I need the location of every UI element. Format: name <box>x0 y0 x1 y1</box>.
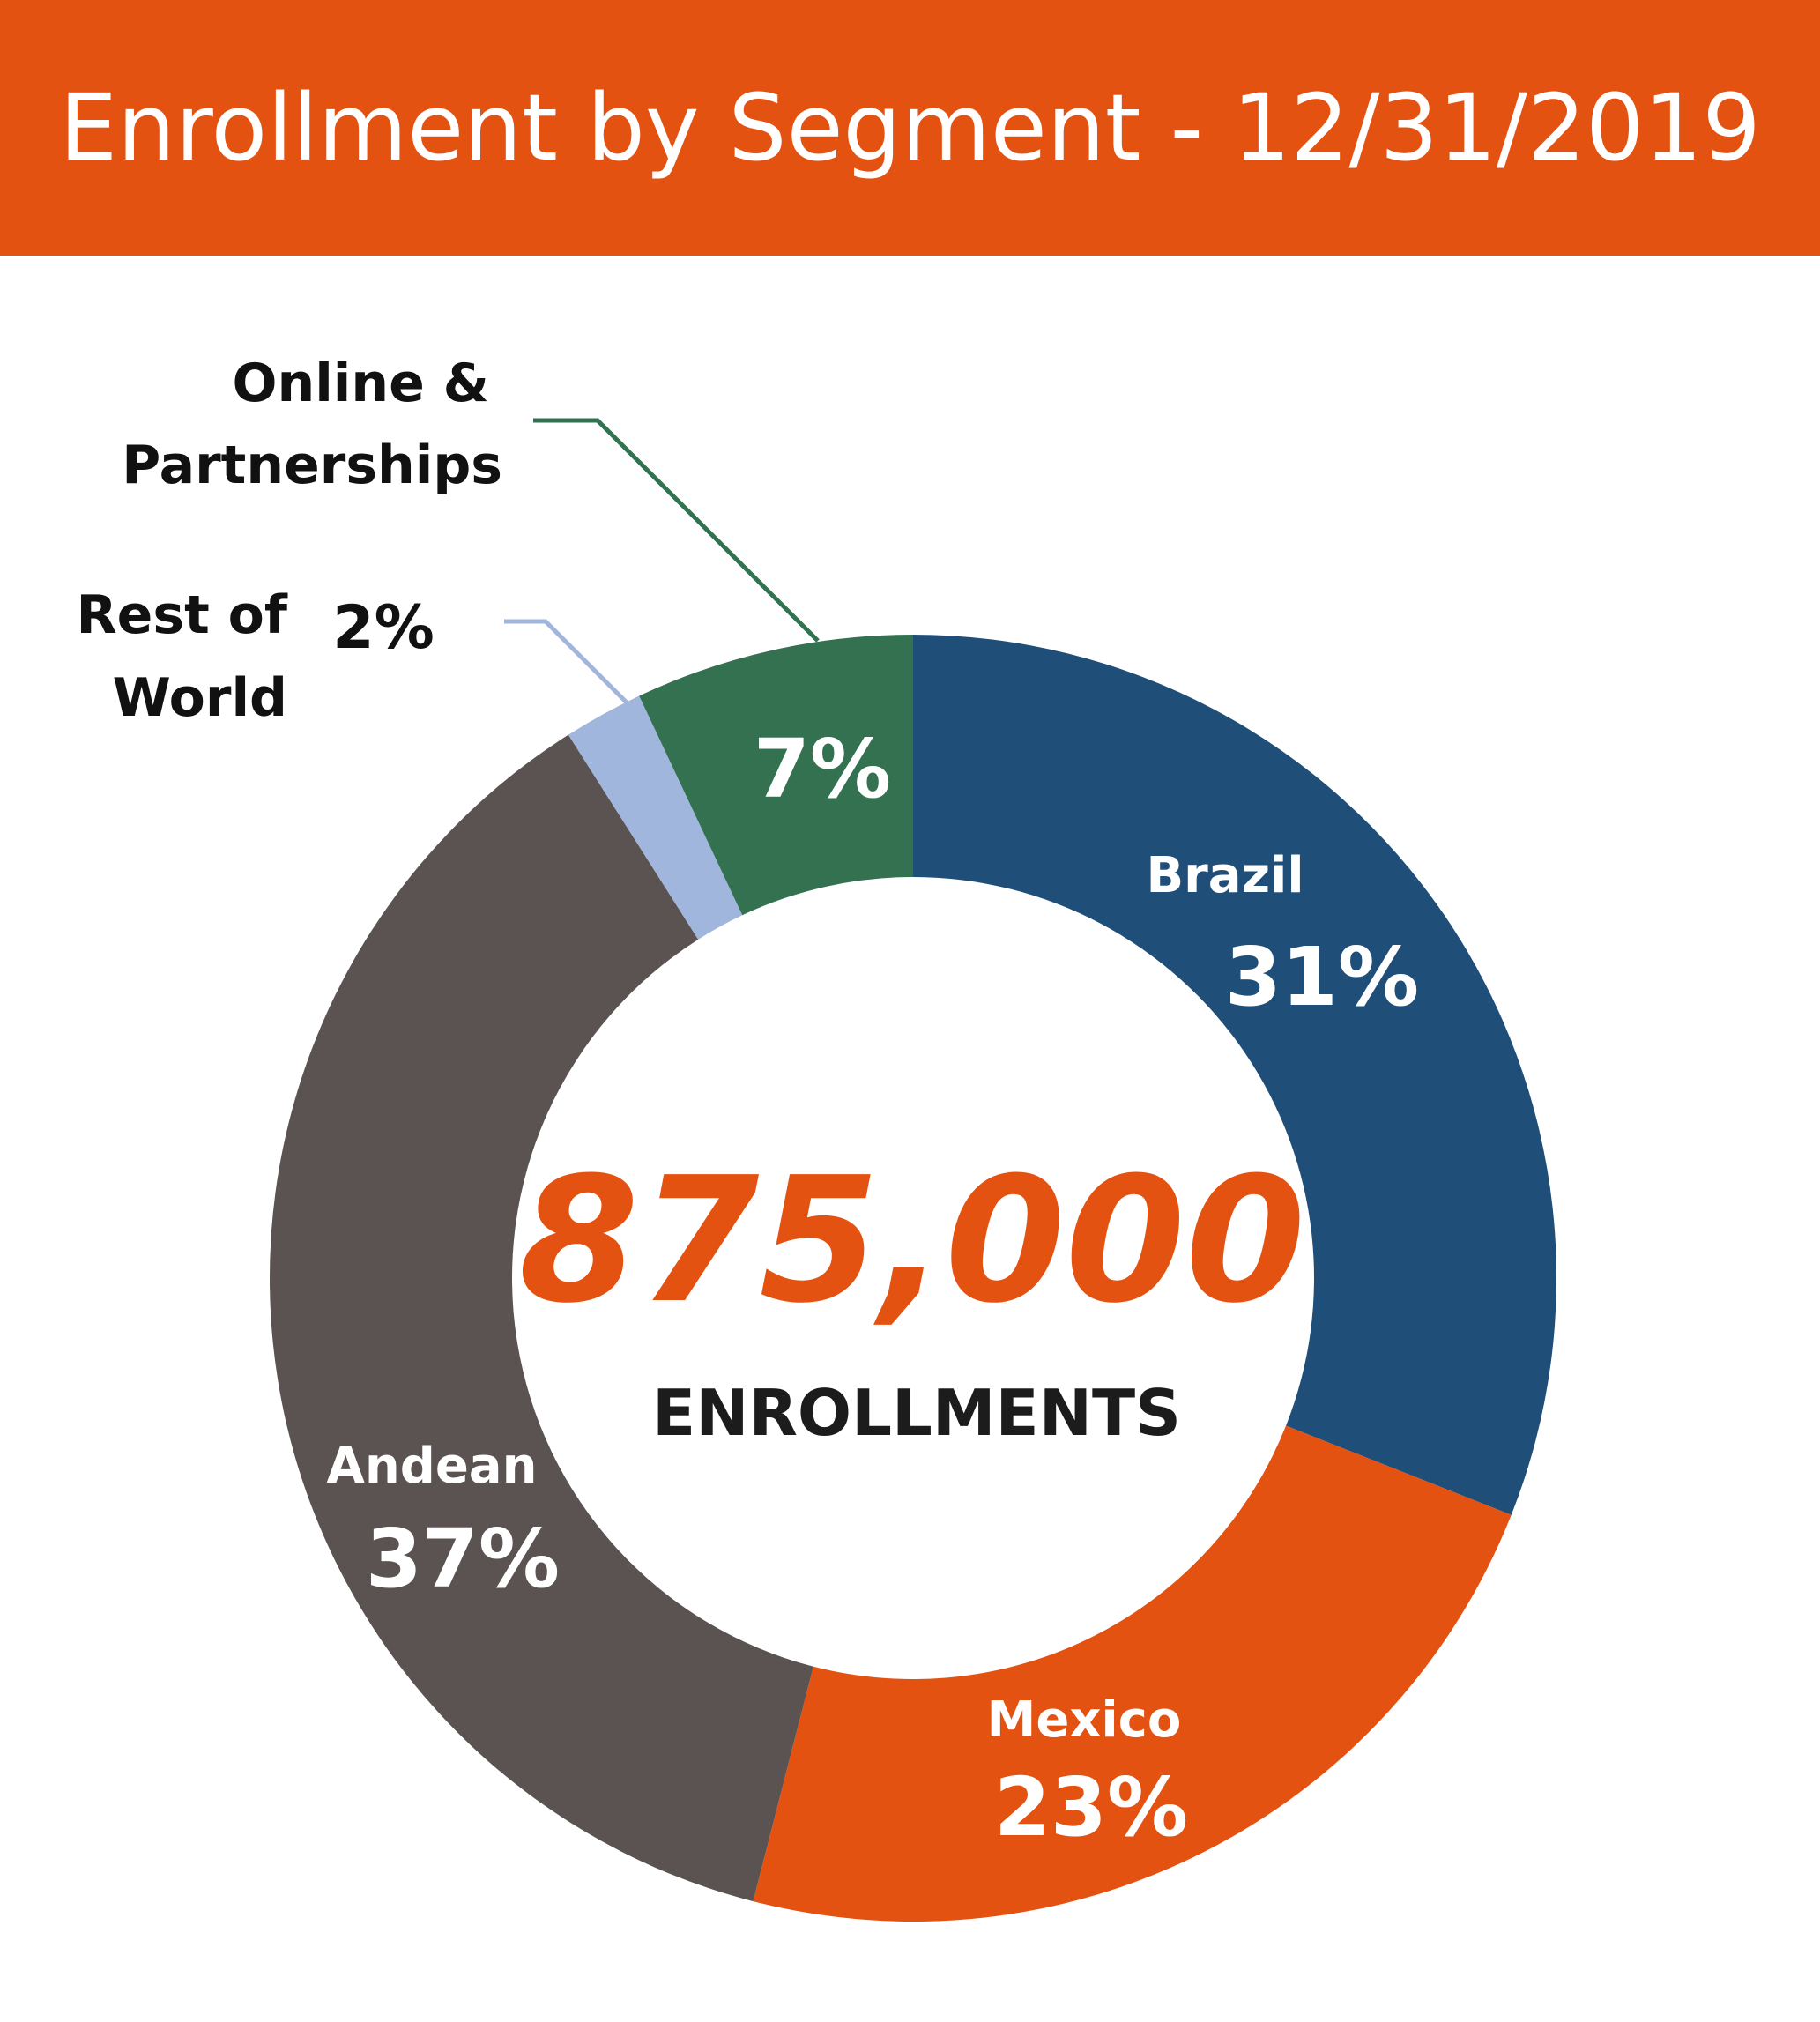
slice-label-brazil: Brazil <box>1146 847 1304 904</box>
leader-line-online <box>533 418 820 643</box>
leader-line-rest-of-world <box>504 619 628 704</box>
total-enrollments-caption: ENROLLMENTS <box>652 1376 1181 1450</box>
slice-mexico <box>753 1425 1512 1922</box>
slice-brazil <box>913 635 1556 1515</box>
page-title: Enrollment by Segment - 12/31/2019 <box>0 0 1820 256</box>
outside-label-online-line1: Online & <box>233 353 489 414</box>
slice-rest_of_world <box>568 695 743 940</box>
outside-label-rest-line1: Rest of <box>76 584 287 646</box>
slice-value-andean: 37% <box>366 1512 560 1606</box>
slice-value-online: 7% <box>754 722 891 816</box>
slice-value-mexico: 23% <box>994 1760 1188 1855</box>
slice-value-brazil: 31% <box>1225 930 1419 1024</box>
donut-slices <box>270 635 1556 1922</box>
slice-andean <box>270 734 813 1902</box>
slice-online <box>639 635 913 916</box>
outside-label-rest-line2: World <box>113 667 287 729</box>
outside-label-online-line2: Partnerships <box>122 435 502 496</box>
slice-label-andean: Andean <box>327 1438 538 1495</box>
total-enrollments-value: 875,000 <box>519 1141 1306 1342</box>
slice-label-mexico: Mexico <box>987 1691 1182 1749</box>
slice-value-rest-of-world: 2% <box>332 593 434 663</box>
